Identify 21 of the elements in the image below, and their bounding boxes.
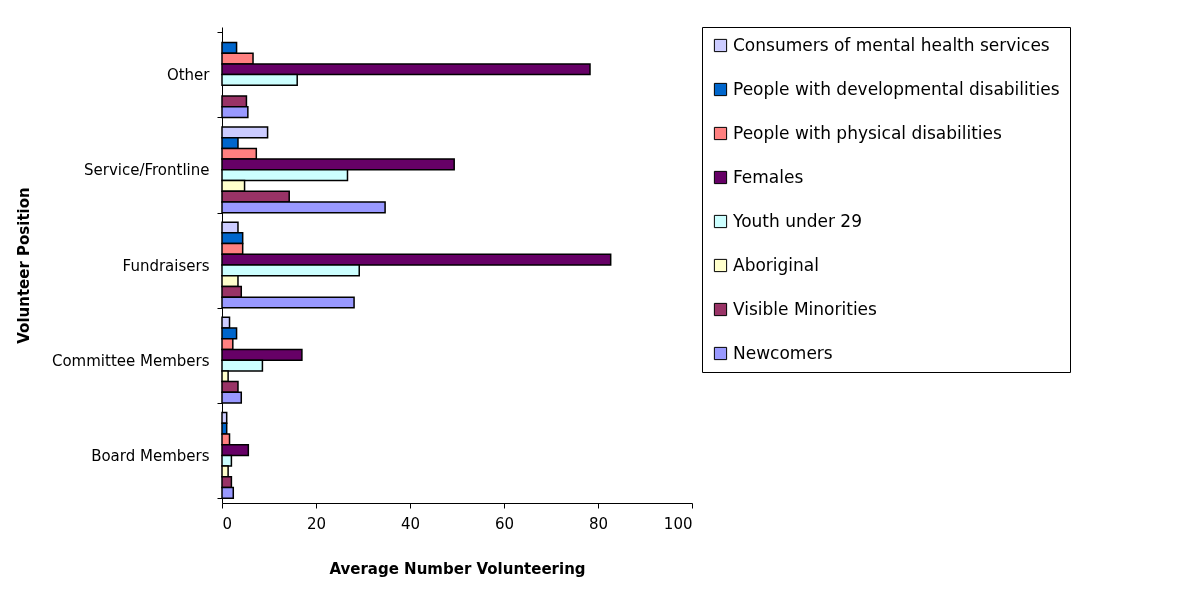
legend-label: Youth under 29 (732, 210, 862, 231)
x-tick-label: 100 (663, 514, 693, 533)
y-axis-title: Volunteer Position (14, 187, 33, 344)
y-tick-label: Service/Frontline (83, 161, 210, 180)
y-tick-label: Committee Members (51, 351, 210, 370)
x-tick-label: 40 (400, 514, 421, 533)
legend-label: Visible Minorities (733, 298, 878, 319)
legend-label: Females (733, 166, 804, 187)
x-tick-label: 0 (222, 514, 233, 533)
y-tick-label: Board Members (91, 446, 210, 465)
legend-label: People with physical disabilities (733, 122, 1003, 143)
legend-label: People with developmental disabilities (733, 78, 1060, 99)
legend-label: Newcomers (733, 342, 833, 363)
x-axis-title: Average Number Volunteering (329, 559, 586, 578)
x-tick-label: 20 (306, 514, 327, 533)
x-tick-label: 60 (494, 514, 515, 533)
legend-label: Aboriginal (733, 254, 819, 275)
x-tick-label: 80 (588, 514, 609, 533)
legend-label: Consumers of mental health services (733, 34, 1050, 55)
y-tick-label: Fundraisers (122, 256, 210, 275)
y-tick-label: Other (166, 66, 211, 85)
